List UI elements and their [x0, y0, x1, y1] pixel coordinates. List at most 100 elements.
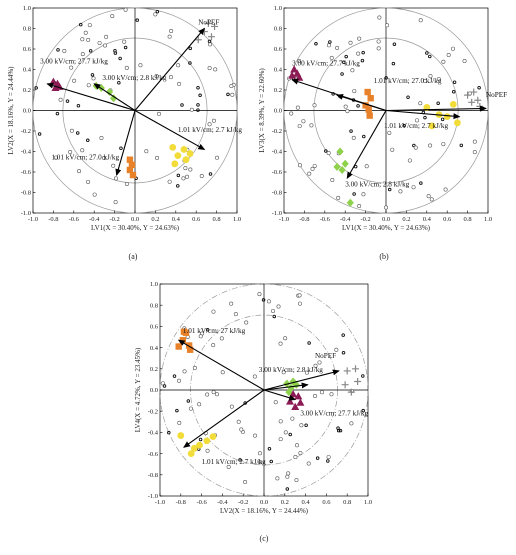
variable-marker [387, 130, 392, 135]
variable-marker [271, 308, 276, 313]
variable-marker [153, 12, 158, 17]
variable-marker [229, 404, 234, 409]
variable-marker [199, 174, 204, 179]
variable-marker [261, 298, 266, 302]
variable-marker [267, 447, 272, 451]
caption-c: (c) [260, 534, 269, 543]
variable-marker [169, 29, 174, 34]
variable-marker [307, 171, 312, 176]
variable-marker [219, 336, 224, 341]
variable-marker [176, 173, 181, 178]
variable-marker [272, 314, 277, 319]
y-tick-label: 0.0 [150, 387, 158, 394]
x-tick-label: -0.6 [196, 499, 207, 506]
diamond-icon [338, 165, 346, 174]
x-tick-label: -1.0 [155, 499, 165, 506]
variable-marker [297, 293, 302, 298]
x-tick-label: 0.4 [302, 499, 311, 506]
y-tick-label: 1.0 [150, 281, 158, 288]
y-tick-label: 0.6 [274, 46, 283, 53]
variable-marker [459, 143, 464, 148]
variable-marker [423, 115, 427, 120]
variable-marker [352, 192, 356, 196]
variable-marker [298, 451, 303, 456]
variable-marker [205, 392, 210, 397]
variable-marker [167, 34, 172, 39]
variable-marker [376, 46, 381, 51]
variable-marker [418, 18, 423, 23]
y-tick-label: -0.2 [272, 128, 282, 135]
variable-marker [154, 74, 159, 79]
y-tick-label: -0.2 [148, 408, 158, 415]
variable-marker [349, 129, 353, 133]
variable-marker [97, 40, 102, 45]
variable-marker [387, 187, 392, 192]
plus-icon [347, 388, 355, 396]
variable-marker [419, 181, 423, 185]
square-icon [129, 171, 137, 179]
variable-marker [436, 101, 440, 105]
variable-marker [167, 430, 171, 435]
x-axis-label: LV1(X = 30.40%, Y = 24.63%) [91, 224, 180, 232]
triangle-icon [296, 398, 305, 406]
variable-marker [123, 7, 128, 12]
diamond-icon [285, 388, 293, 397]
variable-marker [345, 109, 350, 114]
variable-marker [340, 72, 344, 76]
variable-marker [324, 149, 328, 153]
variable-marker [309, 123, 314, 128]
variable-marker [350, 68, 355, 73]
variable-marker [104, 34, 109, 39]
variable-marker [78, 22, 83, 27]
square-icon [365, 106, 372, 113]
variable-marker [211, 309, 216, 314]
arrow-label: 1.01 kV/cm; 2.7 kJ/kg [202, 458, 266, 466]
variable-marker [330, 177, 335, 182]
y-tick-label: -0.6 [148, 451, 159, 458]
x-tick-label: 0.0 [131, 216, 139, 223]
variable-marker [406, 95, 410, 99]
variable-marker [297, 163, 302, 168]
variable-marker [155, 155, 160, 160]
x-tick-label: -0.4 [89, 216, 100, 223]
variable-marker [411, 185, 416, 190]
diamond-icon [333, 162, 341, 171]
x-tick-label: 0.8 [464, 216, 472, 223]
variable-marker [86, 179, 91, 184]
y-tick-label: 0.8 [150, 302, 158, 309]
treatment-arrow [336, 94, 387, 112]
triangle-icon [286, 397, 294, 405]
y-tick-label: -0.8 [148, 472, 158, 479]
circle-icon [171, 160, 179, 168]
x-tick-label: -0.4 [217, 499, 228, 506]
variable-marker [310, 166, 315, 171]
variable-marker [319, 390, 324, 395]
variable-marker [429, 197, 434, 202]
arrow-label: 3.00 kV/cm; 27.7 kJ/kg [300, 409, 368, 417]
variable-marker [198, 93, 202, 98]
circle-icon [187, 450, 195, 457]
variable-marker [122, 39, 127, 44]
arrow-label: 3.00 kV/cm; 27.7 kJ/kg [40, 57, 108, 65]
x-tick-label: -0.8 [48, 216, 58, 223]
y-tick-label: 0.8 [274, 26, 282, 33]
variable-marker [349, 421, 354, 426]
variable-marker [68, 150, 73, 155]
arrow-label: NoPEF [486, 91, 507, 99]
square-icon [364, 88, 371, 96]
arrow-label: NoPEF [198, 18, 219, 26]
panel-b: -1.0 -0.8 -0.6 -0.4 -0.2 0.0 0.2 0.4 0.6 0.8 1.0 -1… [258, 5, 507, 232]
variable-marker [208, 172, 213, 176]
y-tick-label: 0.8 [23, 26, 31, 33]
variable-marker [113, 51, 118, 55]
variable-marker [229, 84, 234, 89]
variable-marker [329, 392, 334, 397]
variable-marker [176, 184, 180, 188]
triangle-icon [290, 65, 299, 73]
variable-marker [312, 163, 317, 168]
y-tick-label: -0.4 [21, 149, 32, 156]
variable-marker [215, 155, 220, 160]
variable-marker [189, 107, 194, 112]
variable-marker [356, 51, 361, 56]
